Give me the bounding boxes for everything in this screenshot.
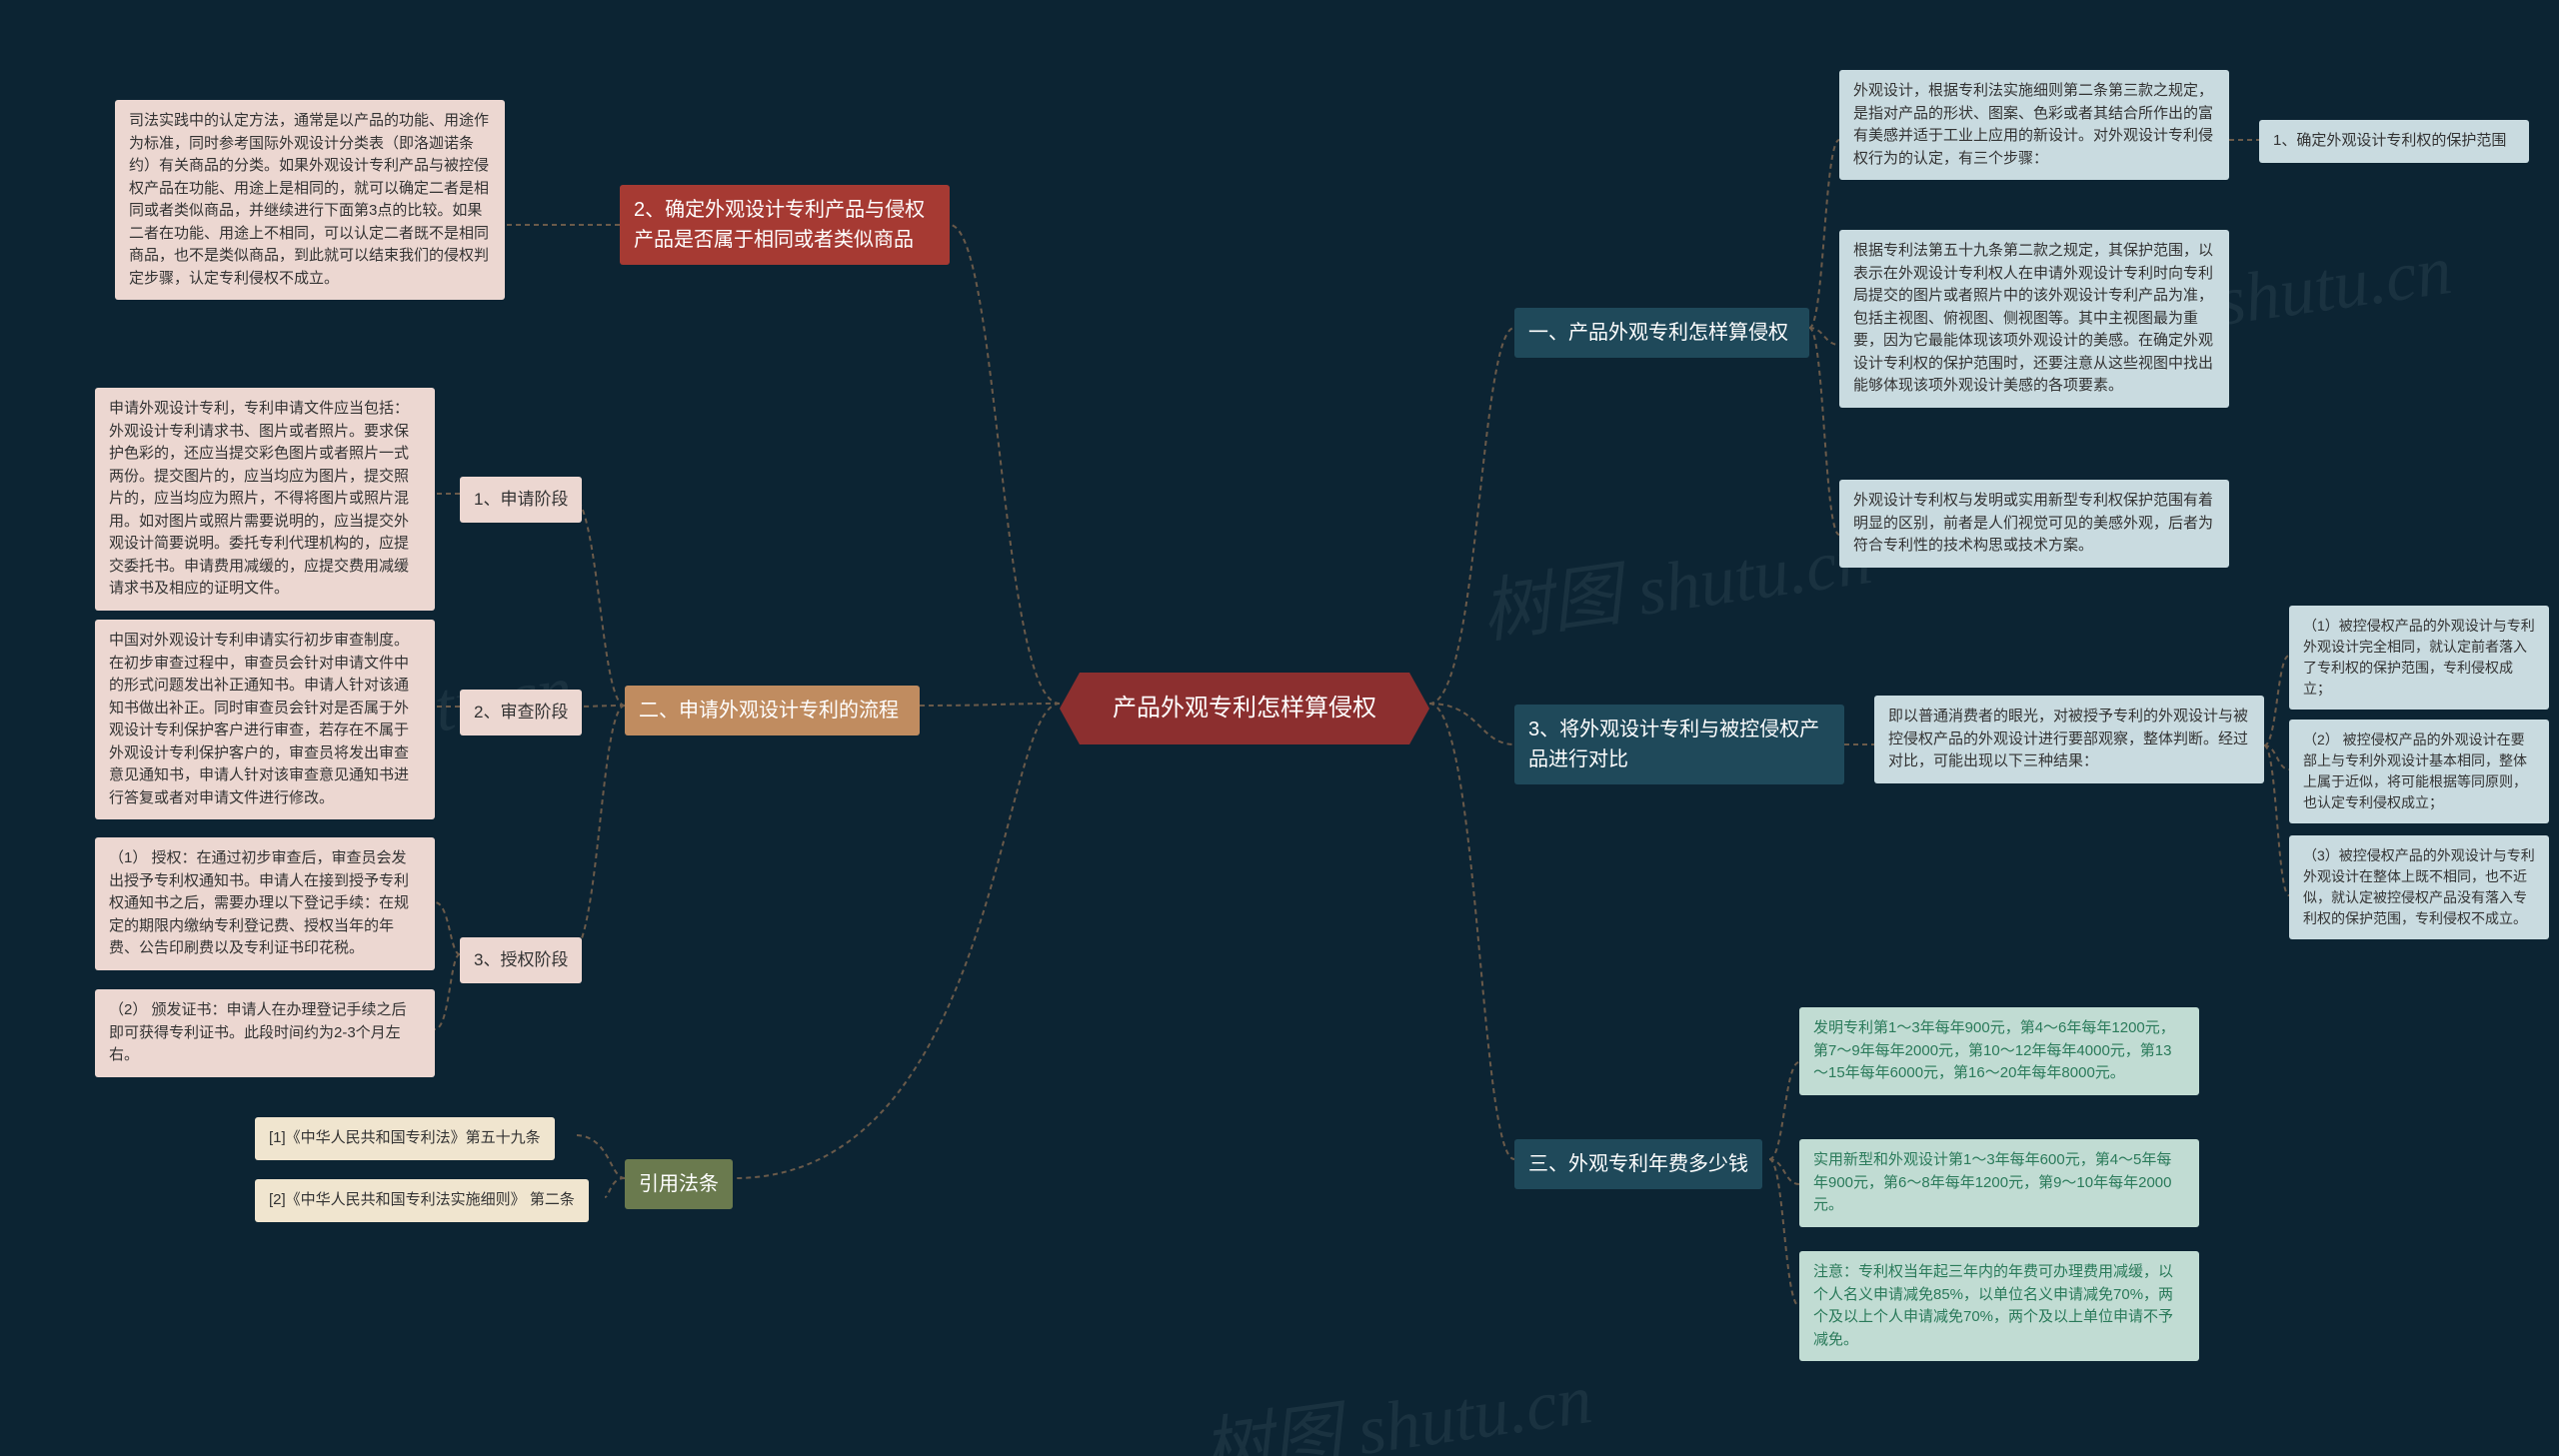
citation-2: [2]《中华人民共和国专利法实施细则》 第二条 — [255, 1179, 589, 1222]
leaf-l2-detail: 司法实践中的认定方法，通常是以产品的功能、用途作为标准，同时参考国际外观设计分类… — [115, 100, 505, 300]
sub-apply-stage: 1、申请阶段 — [460, 477, 582, 523]
fees-2: 实用新型和外观设计第1～3年每年600元，第4～5年每年900元，第6～8年每年… — [1799, 1139, 2199, 1227]
branch-right-fees: 三、外观专利年费多少钱 — [1514, 1139, 1762, 1189]
branch-right-3: 3、将外观设计专利与被控侵权产品进行对比 — [1514, 705, 1844, 784]
branch-left-process: 二、申请外观设计专利的流程 — [625, 686, 920, 735]
leaf-grant-2: （2） 颁发证书：申请人在办理登记手续之后即可获得专利证书。此段时间约为2-3个… — [95, 989, 435, 1077]
fees-3: 注意：专利权当年起三年内的年费可办理费用减缓，以个人名义申请减免85%，以单位名… — [1799, 1251, 2199, 1361]
branch-right-1: 一、产品外观专利怎样算侵权 — [1514, 308, 1809, 358]
r3-leaf-1: （1）被控侵权产品的外观设计与专利外观设计完全相同，就认定前者落入了专利权的保护… — [2289, 606, 2549, 710]
r1-child-2: 根据专利法第五十九条第二款之规定，其保护范围，以表示在外观设计专利权人在申请外观… — [1839, 230, 2229, 408]
branch-left-2: 2、确定外观设计专利产品与侵权产品是否属于相同或者类似商品 — [620, 185, 950, 265]
root-node: 产品外观专利怎样算侵权 — [1060, 673, 1429, 744]
sub-review-stage: 2、审查阶段 — [460, 690, 582, 735]
leaf-apply-detail: 申请外观设计专利，专利申请文件应当包括：外观设计专利请求书、图片或者照片。要求保… — [95, 388, 435, 611]
fees-1: 发明专利第1～3年每年900元，第4～6年每年1200元，第7～9年每年2000… — [1799, 1007, 2199, 1095]
r1-child-3: 外观设计专利权与发明或实用新型专利权保护范围有着明显的区别，前者是人们视觉可见的… — [1839, 480, 2229, 568]
r3-mid: 即以普通消费者的眼光，对被授予专利的外观设计与被控侵权产品的外观设计进行要部观察… — [1874, 696, 2264, 783]
citation-1: [1]《中华人民共和国专利法》第五十九条 — [255, 1117, 555, 1160]
r1-child-1-leaf: 1、确定外观设计专利权的保护范围 — [2259, 120, 2529, 163]
r3-leaf-3: （3）被控侵权产品的外观设计与专利外观设计在整体上既不相同，也不近似，就认定被控… — [2289, 835, 2549, 939]
r1-child-1: 外观设计，根据专利法实施细则第二条第三款之规定，是指对产品的形状、图案、色彩或者… — [1839, 70, 2229, 180]
r3-leaf-2: （2） 被控侵权产品的外观设计在要部上与专利外观设计基本相同，整体上属于近似，将… — [2289, 720, 2549, 823]
watermark: 树图 shutu.cn — [1195, 1342, 1597, 1456]
watermark: 树图 shutu.cn — [1474, 503, 1877, 658]
sub-grant-stage: 3、授权阶段 — [460, 937, 582, 983]
branch-left-citation: 引用法条 — [625, 1159, 733, 1209]
leaf-review-detail: 中国对外观设计专利申请实行初步审查制度。在初步审查过程中，审查员会针对申请文件中… — [95, 620, 435, 819]
leaf-grant-1: （1） 授权：在通过初步审查后，审查员会发出授予专利权通知书。申请人在接到授予专… — [95, 837, 435, 970]
